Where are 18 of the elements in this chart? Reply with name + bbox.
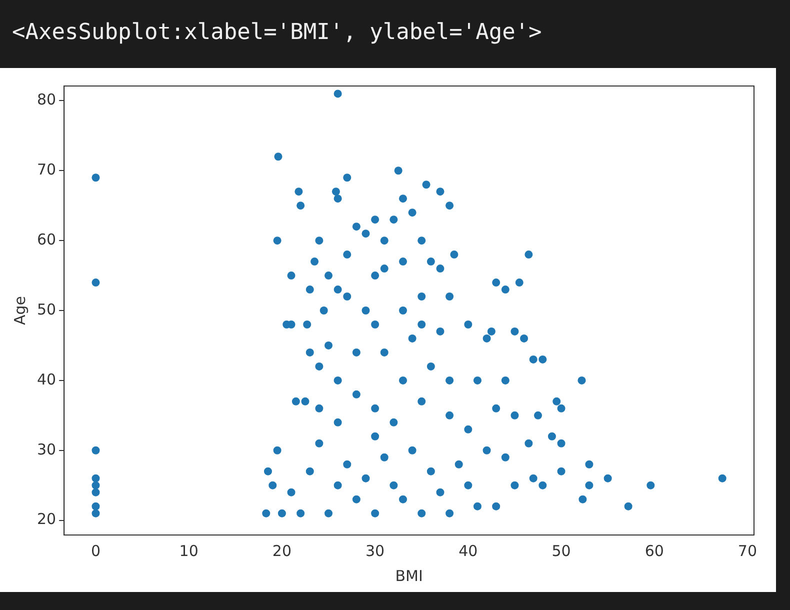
y-axis-title: Age: [10, 296, 29, 326]
x-tick-label: 20: [272, 542, 292, 560]
y-tick-label: 50: [36, 300, 56, 318]
x-tick-label: 0: [90, 542, 101, 560]
x-tick-label: 30: [366, 542, 385, 560]
x-tick-label: 10: [179, 542, 198, 560]
y-tick-label: 30: [36, 440, 56, 458]
x-tick-label: 50: [552, 542, 571, 560]
y-tick-label: 60: [36, 230, 56, 248]
x-axis-title: BMI: [395, 566, 423, 585]
y-tick-label: 20: [36, 510, 56, 528]
y-tick-label: 40: [36, 370, 56, 388]
x-tick-label: 60: [644, 542, 664, 560]
x-tick-label: 70: [738, 542, 758, 560]
y-tick-label: 80: [36, 90, 56, 109]
y-tick-label: 70: [36, 160, 56, 179]
x-tick-label: 40: [458, 542, 478, 560]
text: <AxesSubplot:xlabel='BMI', ylabel='Age'>: [12, 20, 542, 45]
